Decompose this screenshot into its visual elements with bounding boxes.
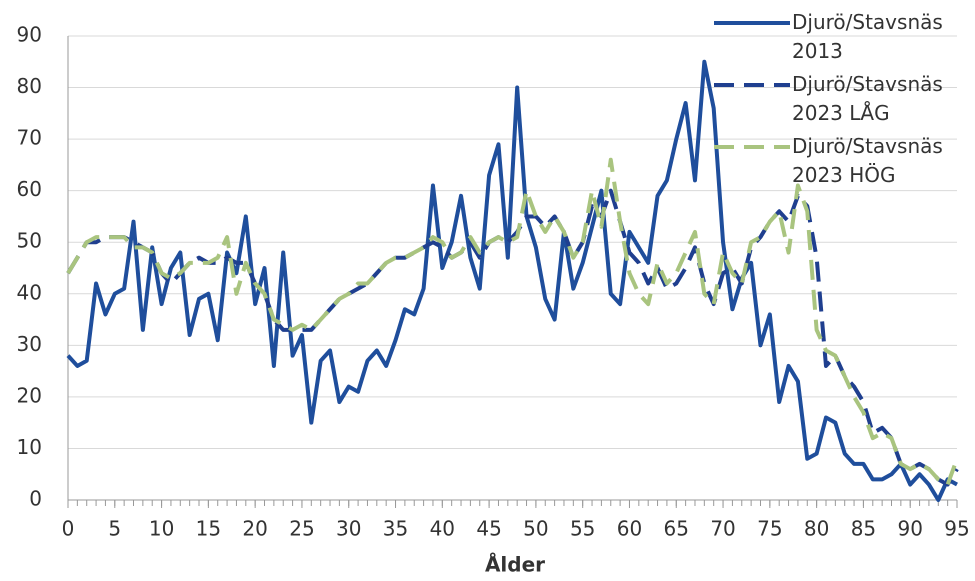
x-tick-label: 40 [430, 517, 455, 541]
x-tick-label: 45 [476, 517, 501, 541]
y-tick-label: 10 [17, 435, 42, 459]
series-line [66, 157, 959, 487]
x-tick-label: 10 [149, 517, 174, 541]
y-tick-label: 90 [17, 23, 42, 47]
legend-swatch [714, 83, 790, 87]
x-tick-label: 30 [336, 517, 361, 541]
y-tick-label: 0 [29, 487, 42, 511]
y-tick-label: 70 [17, 126, 42, 150]
y-tick-label: 50 [17, 229, 42, 253]
legend-label: Djurö/Stavsnäs 2023 HÖG [792, 134, 943, 187]
legend-swatch [714, 145, 790, 149]
y-tick-label: 20 [17, 383, 42, 407]
x-axis-label: Ålder [485, 553, 545, 577]
x-tick-label: 35 [383, 517, 408, 541]
legend-entry: Djurö/Stavsnäs 2023 LÅG [712, 70, 972, 128]
y-tick-label: 80 [17, 74, 42, 98]
x-tick-label: 5 [108, 517, 121, 541]
x-tick-label: 15 [196, 517, 221, 541]
x-tick-label: 65 [664, 517, 689, 541]
x-tick-label: 55 [570, 517, 595, 541]
x-tick-label: 50 [523, 517, 548, 541]
legend-label: Djurö/Stavsnäs 2013 [792, 10, 943, 63]
series-line [66, 59, 958, 502]
x-tick-label: 85 [851, 517, 876, 541]
x-tick-label: 75 [757, 517, 782, 541]
x-tick-label: 20 [242, 517, 267, 541]
x-tick-label: 95 [944, 517, 969, 541]
y-tick-label: 40 [17, 280, 42, 304]
x-tick-label: 60 [617, 517, 642, 541]
legend-label: Djurö/Stavsnäs 2023 LÅG [792, 72, 943, 125]
y-tick-label: 60 [17, 177, 42, 201]
legend-swatch [714, 21, 790, 25]
legend-entry: Djurö/Stavsnäs 2023 HÖG [712, 132, 972, 190]
legend: Djurö/Stavsnäs 2013 Djurö/Stavsnäs 2023 L… [712, 8, 972, 194]
x-tick-label: 90 [897, 517, 922, 541]
x-tick-label: 0 [62, 517, 75, 541]
y-tick-label: 30 [17, 332, 42, 356]
series-line [66, 188, 959, 487]
legend-entry: Djurö/Stavsnäs 2013 [712, 8, 972, 66]
x-tick-label: 70 [710, 517, 735, 541]
x-tick-label: 80 [804, 517, 829, 541]
x-tick-label: 25 [289, 517, 314, 541]
